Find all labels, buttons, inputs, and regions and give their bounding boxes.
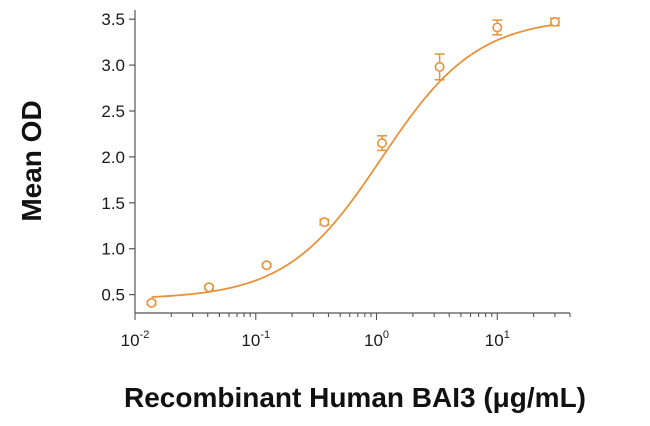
y-tick-label: 1.5: [101, 194, 125, 213]
y-axis: 0.5 1.0 1.5 2.0 2.5 3.0 3.5: [101, 10, 136, 313]
data-point: [146, 297, 157, 308]
y-tick-label: 2.0: [101, 148, 125, 167]
x-axis: 10-2 10-1 100 101: [121, 312, 571, 350]
data-point: [377, 135, 388, 152]
y-axis-title: Mean OD: [16, 100, 47, 221]
y-tick-label: 3.5: [101, 10, 125, 29]
point-marker: [377, 138, 388, 149]
data-point: [204, 282, 215, 293]
point-marker: [492, 22, 503, 33]
y-tick-label: 0.5: [101, 286, 125, 305]
data-point: [492, 19, 503, 36]
point-marker: [204, 282, 215, 293]
data-points: [146, 16, 560, 308]
data-point: [319, 217, 330, 228]
fit-curve: [151, 23, 556, 298]
point-marker: [319, 217, 330, 228]
data-point: [261, 260, 272, 271]
data-point: [549, 16, 560, 27]
x-tick-label: 10-1: [241, 329, 270, 350]
point-marker: [434, 61, 445, 72]
x-tick-label: 101: [485, 329, 510, 350]
point-marker: [261, 260, 272, 271]
x-tick-label: 100: [364, 329, 389, 350]
point-marker: [549, 16, 560, 27]
x-tick-label: 10-2: [121, 329, 150, 350]
data-point: [434, 53, 445, 81]
y-tick-label: 1.0: [101, 240, 125, 259]
y-tick-label: 3.0: [101, 56, 125, 75]
x-axis-title: Recombinant Human BAI3 (μg/mL): [124, 382, 586, 413]
point-marker: [146, 297, 157, 308]
y-tick-label: 2.5: [101, 102, 125, 121]
